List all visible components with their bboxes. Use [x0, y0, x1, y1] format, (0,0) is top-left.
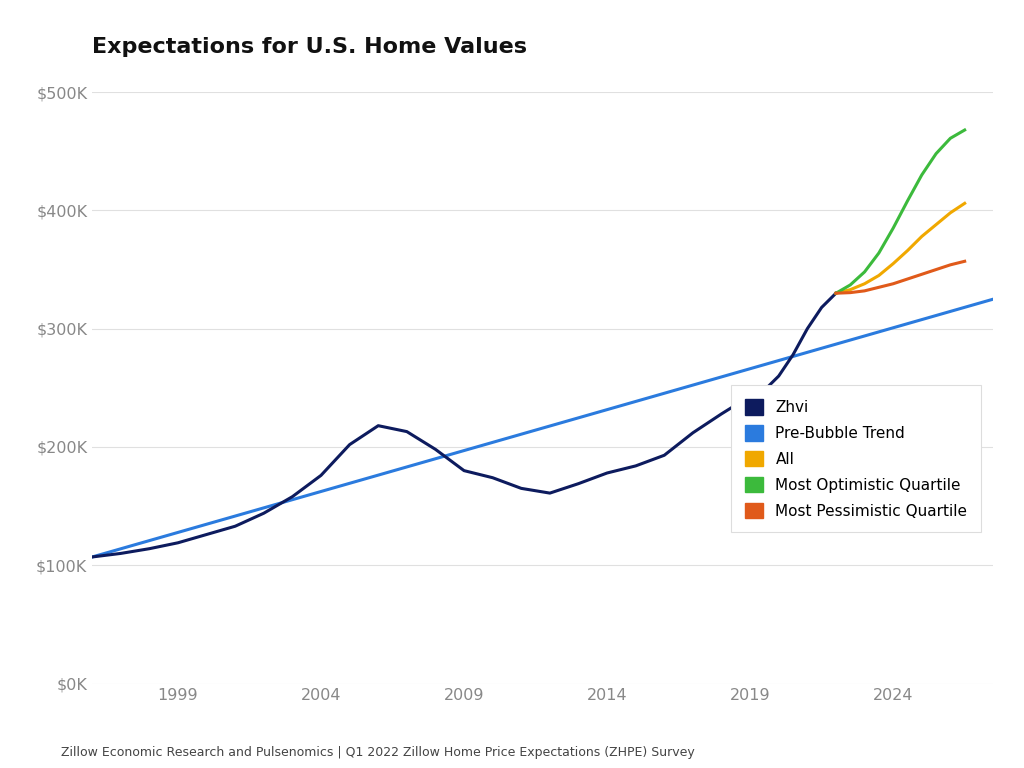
Text: Expectations for U.S. Home Values: Expectations for U.S. Home Values — [92, 37, 527, 57]
Legend: Zhvi, Pre-Bubble Trend, All, Most Optimistic Quartile, Most Pessimistic Quartile: Zhvi, Pre-Bubble Trend, All, Most Optimi… — [731, 386, 981, 532]
Text: Zillow Economic Research and Pulsenomics | Q1 2022 Zillow Home Price Expectation: Zillow Economic Research and Pulsenomics… — [61, 746, 695, 759]
